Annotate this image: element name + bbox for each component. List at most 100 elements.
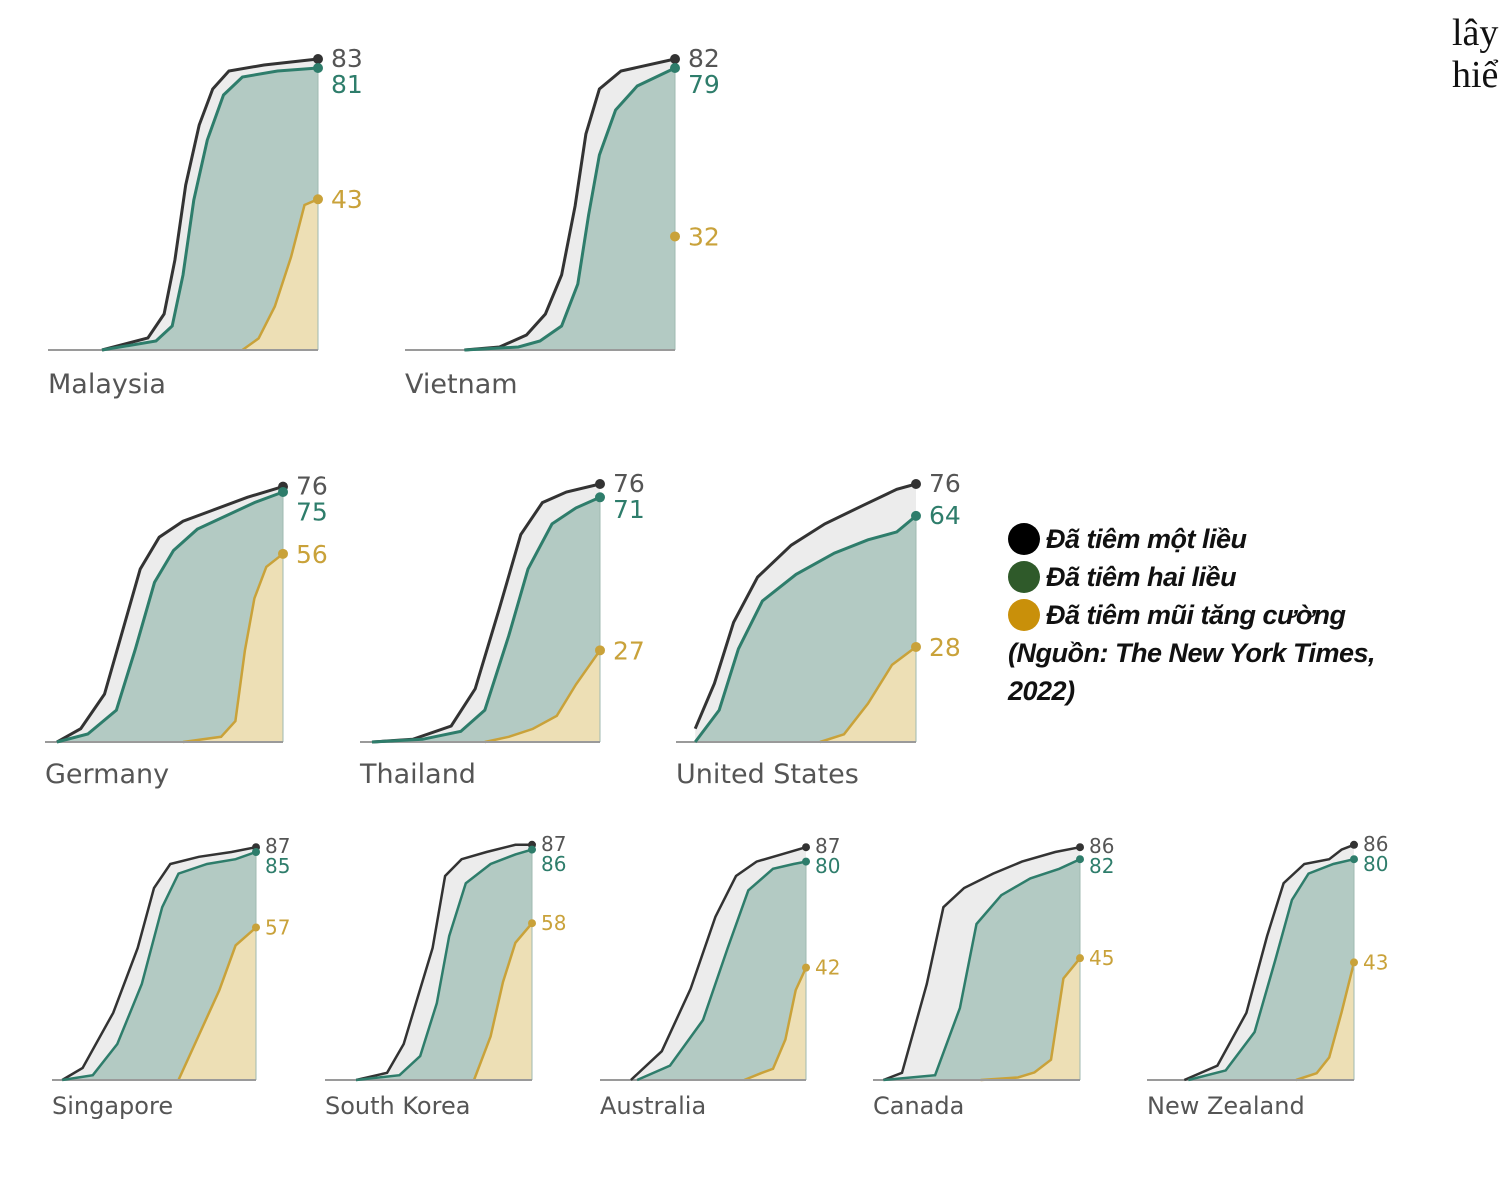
value-first-dose-vietnam: 82 [688, 44, 720, 73]
area-booster-canada [980, 958, 1080, 1080]
line-second-dose-canada [883, 858, 1081, 1082]
line-first-dose-singapore [61, 845, 257, 1082]
legend-swatch-second-dose [1008, 561, 1040, 593]
line-second-dose-australia [636, 860, 807, 1082]
source-line-1: (Nguồn: The New York Times, [1008, 638, 1376, 668]
cropped-text-line-1: lây [1452, 12, 1499, 54]
dot-first-dose-new-zealand [1350, 840, 1358, 849]
legend-item-first-dose: Đã tiêm một liều [1008, 520, 1428, 558]
country-label-vietnam: Vietnam [405, 369, 518, 400]
value-booster-singapore: 57 [265, 915, 290, 939]
value-second-dose-germany: 75 [296, 498, 328, 527]
value-booster-thailand: 27 [613, 636, 645, 665]
country-label-canada: Canada [873, 1092, 964, 1120]
value-booster-south-korea: 58 [541, 911, 566, 935]
line-first-dose-australia [630, 845, 807, 1081]
country-label-germany: Germany [45, 759, 169, 790]
country-label-malaysia: Malaysia [48, 369, 166, 400]
area-second-dose-new-zealand [1188, 859, 1354, 1080]
legend-label-first-dose: Đã tiêm một liều [1046, 524, 1247, 554]
dot-booster-singapore [252, 923, 260, 932]
value-booster-new-zealand: 43 [1363, 950, 1388, 974]
value-first-dose-singapore: 87 [265, 834, 290, 858]
dot-first-dose-vietnam [670, 54, 680, 64]
value-second-dose-canada: 82 [1089, 854, 1114, 878]
line-booster-singapore [177, 926, 257, 1081]
dot-booster-united-states [911, 641, 921, 652]
dot-first-dose-united-states [911, 478, 921, 489]
dot-first-dose-canada [1076, 843, 1084, 852]
country-label-united-states: United States [676, 759, 859, 790]
value-booster-vietnam: 32 [688, 222, 720, 251]
dot-booster-australia [802, 963, 810, 972]
country-label-south-korea: South Korea [325, 1092, 470, 1120]
value-first-dose-united-states: 76 [929, 469, 961, 498]
dot-second-dose-malaysia [313, 63, 323, 73]
dot-booster-new-zealand [1350, 958, 1358, 967]
line-booster-south-korea [472, 922, 533, 1081]
dot-second-dose-united-states [911, 510, 921, 521]
dot-booster-south-korea [528, 919, 536, 928]
line-first-dose-canada [882, 845, 1081, 1082]
line-booster-canada [980, 957, 1081, 1082]
line-second-dose-germany [56, 490, 284, 744]
country-label-new-zealand: New Zealand [1147, 1092, 1305, 1120]
dot-first-dose-australia [802, 843, 810, 852]
line-second-dose-vietnam [464, 66, 676, 352]
dot-second-dose-germany [278, 486, 288, 497]
value-first-dose-canada: 86 [1089, 834, 1114, 858]
legend-item-second-dose: Đã tiêm hai liều [1008, 558, 1428, 596]
line-booster-united-states [819, 645, 917, 744]
line-first-dose-vietnam [464, 57, 676, 352]
legend-label-second-dose: Đã tiêm hai liều [1046, 562, 1237, 592]
area-booster-australia [744, 967, 806, 1080]
area-second-dose-germany [56, 492, 284, 742]
value-second-dose-vietnam: 79 [688, 70, 720, 99]
dot-second-dose-vietnam [670, 63, 680, 73]
legend-swatch-booster [1008, 599, 1040, 631]
value-first-dose-thailand: 76 [613, 469, 645, 498]
value-first-dose-south-korea: 87 [541, 832, 566, 856]
value-second-dose-singapore: 85 [265, 854, 290, 878]
area-booster-germany [183, 553, 283, 742]
area-second-dose-united-states [695, 515, 916, 742]
dot-second-dose-thailand [595, 492, 605, 503]
value-first-dose-new-zealand: 86 [1363, 832, 1388, 856]
dot-booster-canada [1076, 954, 1084, 963]
dot-second-dose-canada [1076, 855, 1084, 864]
value-second-dose-united-states: 64 [929, 501, 961, 530]
line-first-dose-thailand [371, 482, 601, 744]
line-second-dose-malaysia [101, 66, 319, 352]
legend: Đã tiêm một liều Đã tiêm hai liều Đã tiê… [1008, 520, 1428, 710]
country-label-thailand: Thailand [359, 759, 476, 790]
source-line-2: 2022) [1008, 676, 1075, 706]
dot-second-dose-australia [802, 857, 810, 866]
line-first-dose-malaysia [101, 57, 319, 352]
value-second-dose-south-korea: 86 [541, 852, 566, 876]
value-second-dose-thailand: 71 [613, 495, 645, 524]
legend-label-booster: Đã tiêm mũi tăng cường [1046, 600, 1346, 630]
value-booster-malaysia: 43 [331, 185, 363, 214]
value-second-dose-new-zealand: 80 [1363, 852, 1388, 876]
area-booster-new-zealand [1296, 962, 1354, 1080]
value-first-dose-germany: 76 [296, 472, 328, 501]
country-label-australia: Australia [600, 1092, 706, 1120]
line-first-dose-germany [56, 485, 284, 744]
line-first-dose-new-zealand [1183, 843, 1355, 1082]
area-booster-singapore [178, 927, 256, 1080]
value-second-dose-australia: 80 [815, 854, 840, 878]
cropped-text-line-2: hiể [1452, 54, 1499, 96]
line-second-dose-thailand [371, 495, 601, 744]
cropped-body-text: lây hiể [1452, 12, 1500, 96]
value-first-dose-malaysia: 83 [331, 44, 363, 73]
area-second-dose-canada [883, 859, 1080, 1080]
dot-booster-germany [278, 548, 288, 559]
